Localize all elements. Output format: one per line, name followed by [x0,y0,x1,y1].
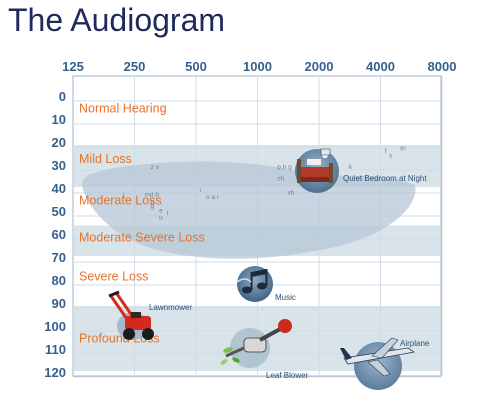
phoneme-label: s [389,153,393,160]
phoneme-label: o a r [206,194,220,201]
y-tick-label: 50 [52,204,66,219]
phoneme-label: e [159,208,163,215]
y-tick-label: 10 [52,112,66,127]
phoneme-label: i [199,187,200,194]
phoneme-label: ch [277,176,284,183]
x-tick-label: 125 [62,59,84,74]
y-axis-ticks: 0 10 20 30 40 50 60 70 80 90 100 110 120 [44,89,66,380]
y-tick-label: 100 [44,319,66,334]
loss-category-label: Normal Hearing [79,102,167,116]
sound-label: Airplane [400,339,430,348]
leaf-blower-icon [220,319,292,368]
phoneme-label: l [167,210,169,217]
y-tick-label: 120 [44,365,66,380]
y-tick-label: 80 [52,273,66,288]
sound-label: Lawnmower [149,303,192,312]
loss-category-label: Mild Loss [79,152,132,166]
sound-labels: Quiet Bedroom at Night Music Lawnmower Leaf… [149,174,430,380]
loss-category-label: Moderate Loss [79,194,162,208]
airplane-icon [340,337,416,390]
phoneme-label: n [151,199,155,206]
phoneme-label: sh [287,189,294,196]
phoneme-label: g [151,203,155,210]
phoneme-label: u [159,215,163,222]
x-tick-label: 8000 [428,59,457,74]
y-tick-label: 90 [52,296,66,311]
sound-label: Leaf Blower [266,371,309,380]
phoneme-label: p h g [277,164,292,171]
x-axis-ticks: 125 250 500 1000 2000 4000 8000 [62,59,456,74]
bedroom-icon [295,148,339,193]
music-icon [236,266,273,302]
y-tick-label: 110 [45,342,66,357]
x-tick-label: 500 [185,59,207,74]
x-tick-label: 4000 [366,59,395,74]
x-tick-label: 2000 [305,59,334,74]
phoneme-label: j [122,192,124,199]
phoneme-label: k [349,164,353,171]
y-tick-label: 40 [52,181,66,196]
lawnmower-icon [108,290,154,340]
phoneme-label: md b [145,192,160,199]
y-tick-label: 60 [52,227,66,242]
sound-label: Quiet Bedroom at Night [343,174,427,183]
y-tick-label: 20 [52,135,66,150]
sound-label: Music [275,293,296,302]
phoneme-label: z v [151,164,160,171]
x-tick-label: 250 [124,59,146,74]
y-tick-label: 30 [52,158,66,173]
x-tick-label: 1000 [243,59,272,74]
loss-category-labels: Normal Hearing Mild Loss Moderate Loss Mode… [79,102,205,346]
loss-category-label: Severe Loss [79,269,148,283]
phoneme-label: f [385,148,387,155]
loss-category-label: Moderate Severe Loss [79,230,205,244]
y-tick-label: 70 [52,250,66,265]
phoneme-label: th [400,146,406,153]
page-title: The Audiogram [8,2,226,38]
y-tick-label: 0 [59,89,66,104]
